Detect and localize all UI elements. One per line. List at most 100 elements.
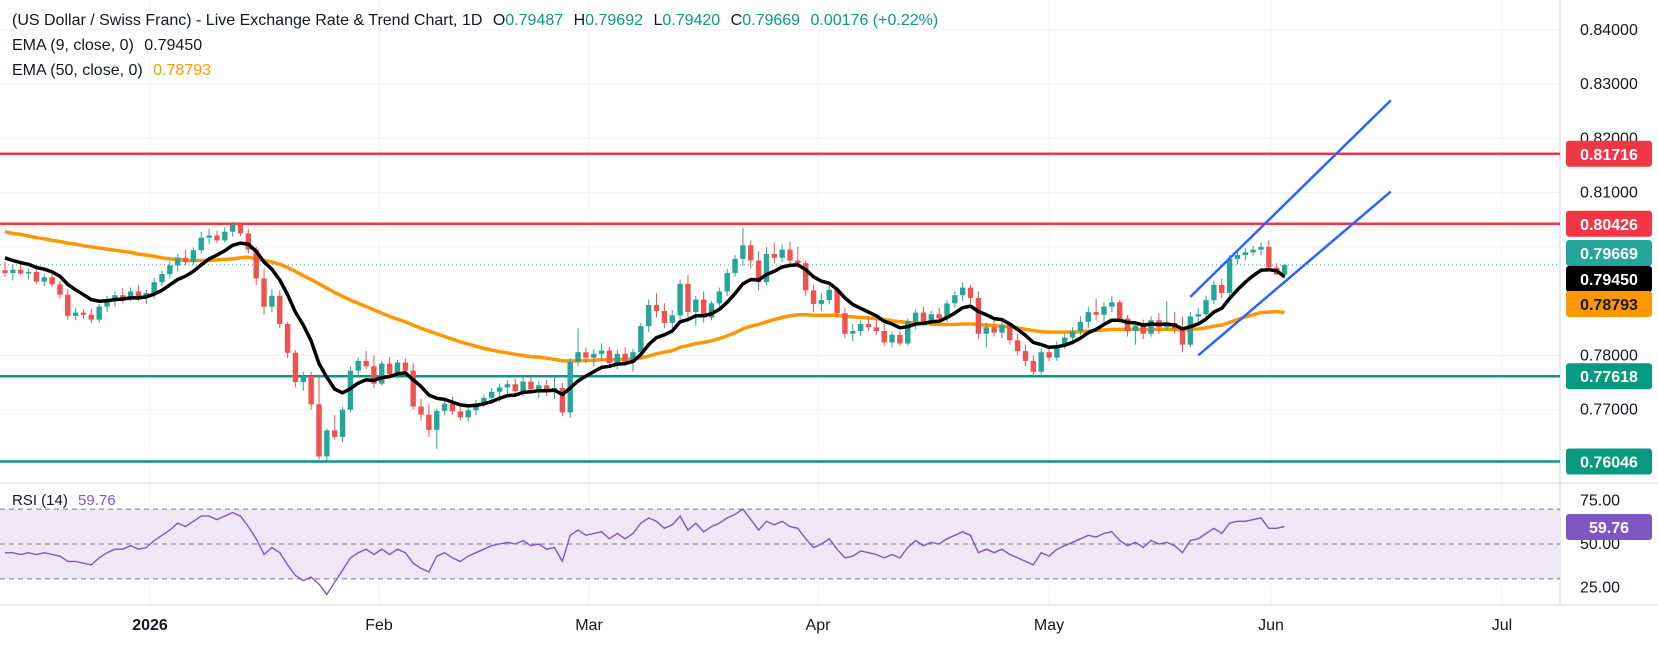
candle-body: [65, 294, 71, 316]
candle: [512, 378, 518, 397]
candle: [49, 272, 55, 288]
candle-body: [175, 257, 181, 266]
candle-body: [865, 323, 872, 328]
candle-body: [151, 282, 157, 294]
candle: [1211, 280, 1217, 304]
candle-body: [983, 327, 989, 334]
y-tick-label: 0.81000: [1580, 185, 1638, 202]
candle-body: [10, 269, 16, 273]
candle: [716, 287, 723, 307]
candle: [1132, 321, 1139, 345]
rsi-price-tag: 59.76: [1566, 513, 1652, 540]
candle: [339, 407, 346, 443]
candle-body: [386, 363, 393, 375]
candle: [10, 264, 16, 281]
y-tick-label: 0.83000: [1580, 76, 1638, 93]
ema9-price-tag-bg: [1566, 266, 1652, 292]
candle: [1101, 302, 1107, 323]
candle: [803, 260, 809, 296]
candle: [379, 360, 385, 386]
candle: [591, 348, 597, 367]
candle-body: [245, 233, 252, 250]
ema50-legend-value: 0.78793: [153, 62, 212, 79]
candle-body: [653, 304, 660, 311]
candle-body: [284, 323, 291, 353]
candle-body: [332, 430, 338, 437]
x-tick-label: 2026: [132, 617, 168, 634]
candle-body: [214, 235, 220, 241]
close-value: 0.79669: [742, 12, 801, 29]
candle-body: [693, 299, 699, 313]
candle: [1022, 344, 1029, 367]
ema50-legend: EMA (50, close, 0) 0.78793: [12, 62, 217, 80]
ema9-price-tag-text: 0.79450: [1580, 272, 1638, 289]
channel-upper-line: [1189, 99, 1392, 298]
resistance-price-tag-bg: [1566, 210, 1652, 237]
rsi-legend-label: RSI (14): [12, 492, 68, 509]
candle: [277, 290, 283, 329]
y-tick-label: 0.78000: [1580, 347, 1638, 364]
candle: [755, 251, 762, 291]
y-tick-label: 0.77000: [1580, 402, 1638, 419]
candle: [975, 291, 982, 340]
ema9-legend: EMA (9, close, 0) 0.79450: [12, 37, 208, 55]
candle-body: [261, 278, 267, 307]
ohlc-legend: (US Dollar / Swiss Franc) - Live Exchang…: [12, 12, 944, 30]
candle-body: [975, 297, 982, 334]
candle: [881, 323, 887, 346]
candle-body: [1179, 328, 1186, 345]
candle-body: [379, 363, 385, 384]
candle: [88, 308, 95, 323]
candle: [426, 404, 432, 437]
candle-body: [606, 350, 613, 364]
candle: [810, 284, 817, 313]
candle-body: [897, 334, 903, 344]
low-label: L: [653, 12, 663, 29]
candle-body: [198, 237, 204, 251]
candle-body: [669, 315, 675, 323]
candle: [261, 268, 267, 315]
candle-body: [1022, 351, 1029, 361]
candle-body: [120, 295, 126, 298]
candle-body: [159, 274, 165, 283]
candle-body: [630, 352, 636, 363]
x-tick-label: Mar: [575, 617, 603, 634]
candle-body: [316, 404, 322, 457]
candle: [661, 303, 668, 329]
candle-body: [308, 376, 314, 405]
candle: [771, 242, 777, 264]
candle-body: [1077, 321, 1084, 332]
ema9-legend-value: 0.79450: [144, 37, 203, 54]
support-price-tag-text: 0.77618: [1580, 369, 1638, 386]
candle: [449, 396, 456, 416]
candle-body: [96, 306, 102, 320]
candle: [175, 253, 181, 272]
candle: [104, 295, 110, 313]
change-value: 0.00176 (+0.22%): [810, 12, 939, 29]
candle: [1226, 255, 1233, 296]
candle: [120, 288, 126, 304]
candle-body: [1250, 249, 1256, 253]
candle: [237, 222, 244, 237]
candle: [708, 301, 715, 321]
candle: [677, 279, 683, 320]
candle-body: [881, 331, 887, 343]
candle: [1030, 355, 1037, 377]
ema9-legend-label: EMA (9, close, 0): [12, 37, 134, 54]
candle-body: [646, 304, 652, 327]
candle: [96, 303, 102, 323]
candle-body: [206, 235, 212, 238]
resistance-price-tag-bg: [1566, 140, 1652, 167]
candle-body: [1132, 325, 1139, 332]
candle-body: [700, 299, 707, 318]
candle-body: [1117, 302, 1123, 319]
candle: [190, 247, 197, 265]
horizontal-lines-layer: [0, 152, 1560, 463]
candle: [857, 320, 864, 336]
candle-body: [1062, 337, 1068, 346]
candle-body: [905, 321, 911, 344]
candle-body: [1281, 264, 1288, 275]
rsi-legend-value: 59.76: [78, 492, 116, 509]
candle-body: [755, 260, 762, 283]
